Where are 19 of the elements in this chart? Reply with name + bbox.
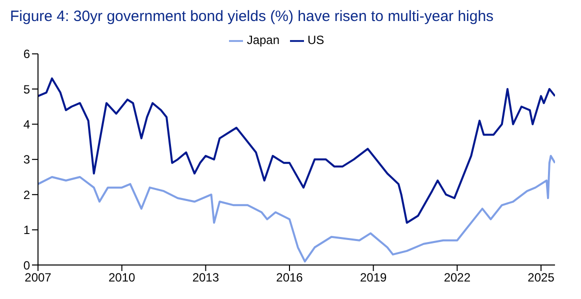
x-tick-label: 2025 <box>528 270 555 285</box>
x-tick-label: 2016 <box>276 270 304 285</box>
x-tick-label: 2022 <box>444 270 471 285</box>
line-series <box>38 154 555 262</box>
y-tick-label: 1 <box>23 223 30 238</box>
x-tick-label: 2010 <box>108 270 136 285</box>
legend-label: US <box>308 33 324 47</box>
y-tick-label: 5 <box>23 82 30 96</box>
x-tick-label: 2013 <box>192 270 220 285</box>
legend-label: Japan <box>246 33 280 47</box>
y-tick-label: 2 <box>23 188 30 202</box>
y-tick-label: 0 <box>23 258 30 272</box>
x-tick-label: 2007 <box>24 270 52 285</box>
chart-title: Figure 4: 30yr government bond yields (%) have risen to multi-year highs <box>10 8 495 25</box>
line-series <box>38 77 555 224</box>
y-tick-label: 4 <box>23 117 30 132</box>
y-tick-label: 6 <box>23 47 30 62</box>
x-tick-label: 2019 <box>360 270 388 285</box>
y-tick-label: 3 <box>23 152 30 167</box>
